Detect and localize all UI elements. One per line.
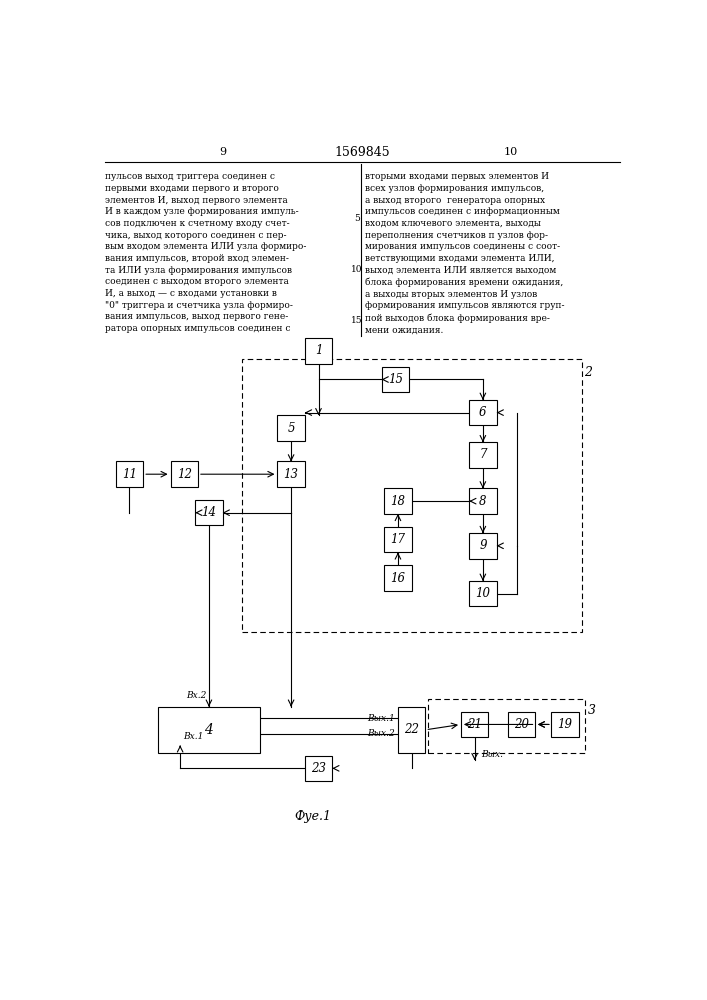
Text: 3: 3 bbox=[588, 704, 596, 717]
Bar bbox=[469, 533, 496, 559]
Text: 10: 10 bbox=[475, 587, 491, 600]
Bar bbox=[305, 338, 332, 364]
Bar bbox=[469, 400, 496, 425]
Bar bbox=[116, 461, 144, 487]
Text: 2: 2 bbox=[584, 366, 592, 379]
Bar bbox=[158, 707, 259, 753]
Text: Фуе.1: Фуе.1 bbox=[295, 810, 332, 823]
Text: 1569845: 1569845 bbox=[334, 146, 390, 159]
Text: пульсов выход триггера соединен с
первыми входами первого и второго
элементов И,: пульсов выход триггера соединен с первым… bbox=[105, 172, 306, 333]
Text: 9: 9 bbox=[479, 539, 486, 552]
Text: 4: 4 bbox=[204, 723, 214, 737]
Text: 6: 6 bbox=[479, 406, 486, 419]
Text: 5: 5 bbox=[287, 422, 295, 434]
Text: Вых.1: Вых.1 bbox=[368, 714, 395, 723]
Text: 10: 10 bbox=[351, 265, 363, 274]
Bar bbox=[551, 712, 579, 737]
Bar bbox=[242, 359, 582, 632]
Text: 15: 15 bbox=[387, 373, 403, 386]
Text: 7: 7 bbox=[479, 448, 486, 461]
Text: 17: 17 bbox=[390, 533, 405, 546]
Bar bbox=[461, 712, 489, 737]
Text: вторыми входами первых элементов И
всех узлов формирования импульсов,
а выход вт: вторыми входами первых элементов И всех … bbox=[365, 172, 565, 334]
Bar bbox=[469, 581, 496, 606]
Text: 15: 15 bbox=[351, 316, 363, 325]
Text: 22: 22 bbox=[404, 723, 419, 736]
Text: Вых.2: Вых.2 bbox=[368, 729, 395, 738]
Text: Вх.2: Вх.2 bbox=[186, 691, 206, 700]
Bar bbox=[385, 565, 411, 591]
Bar bbox=[170, 461, 198, 487]
Text: Вх.1: Вх.1 bbox=[183, 732, 204, 741]
Text: 9: 9 bbox=[219, 147, 226, 157]
Bar bbox=[277, 415, 305, 441]
Text: 10: 10 bbox=[503, 147, 518, 157]
Text: 14: 14 bbox=[201, 506, 216, 519]
Bar bbox=[398, 707, 426, 753]
Bar bbox=[277, 461, 305, 487]
Bar bbox=[469, 442, 496, 468]
Bar bbox=[385, 488, 411, 514]
Bar bbox=[382, 367, 409, 392]
Text: 8: 8 bbox=[479, 495, 486, 508]
Text: 19: 19 bbox=[558, 718, 573, 731]
Text: 13: 13 bbox=[284, 468, 298, 481]
Text: 5: 5 bbox=[354, 214, 360, 223]
Bar bbox=[385, 527, 411, 552]
Bar bbox=[508, 712, 535, 737]
Text: 16: 16 bbox=[390, 572, 405, 585]
Text: 18: 18 bbox=[390, 495, 405, 508]
Text: 23: 23 bbox=[311, 762, 326, 775]
Bar bbox=[428, 699, 585, 753]
Bar bbox=[195, 500, 223, 525]
Text: 21: 21 bbox=[467, 718, 482, 731]
Bar bbox=[469, 488, 496, 514]
Text: 12: 12 bbox=[177, 468, 192, 481]
Text: 20: 20 bbox=[514, 718, 529, 731]
Text: Вых.: Вых. bbox=[481, 750, 503, 759]
Bar bbox=[305, 756, 332, 781]
Text: 1: 1 bbox=[315, 344, 322, 358]
Text: 11: 11 bbox=[122, 468, 137, 481]
